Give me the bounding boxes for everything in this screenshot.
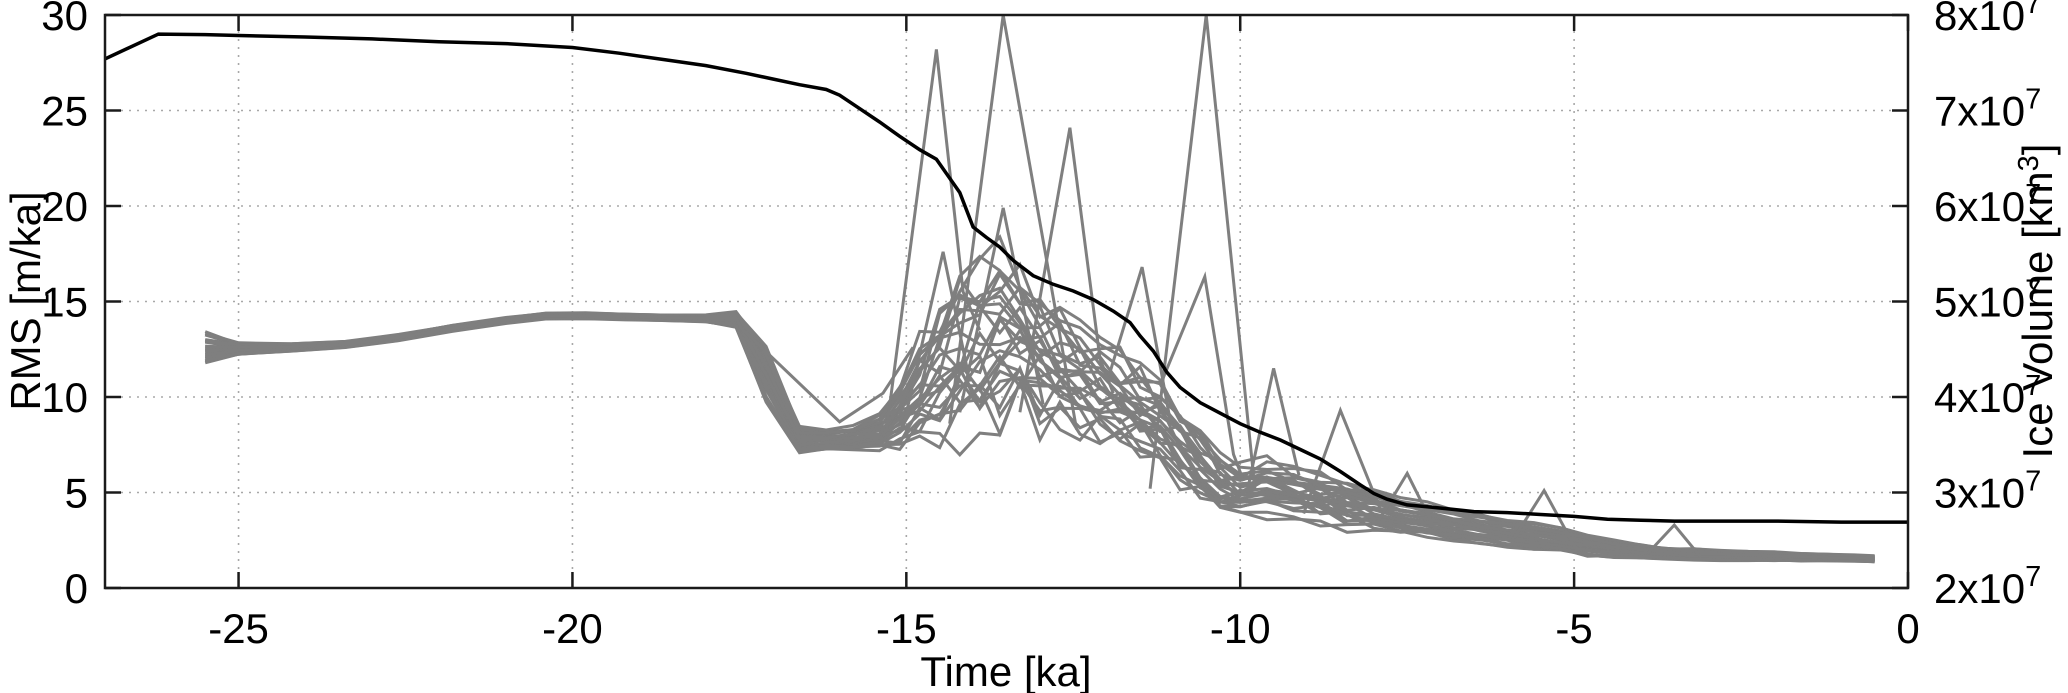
ensemble-outlier-line (1302, 406, 1382, 515)
ensemble-outlier-line (1158, 271, 1246, 482)
ensemble-outlier-line (901, 251, 972, 428)
ensemble-outlier-line (1018, 127, 1115, 413)
left-y-axis-title: RMS [m/ka] (2, 191, 49, 410)
y-right-tick-label: 2x107 (1934, 561, 2041, 612)
gridlines (105, 15, 1908, 588)
x-tick-label: 0 (1896, 605, 1919, 652)
y-left-tick-label: 20 (41, 183, 88, 230)
y-right-tick-label: 8x107 (1934, 0, 2041, 39)
y-left-tick-label: 0 (65, 565, 88, 612)
x-tick-label: -15 (876, 605, 937, 652)
ensemble-outlier-line (1108, 266, 1172, 421)
ensemble-line (205, 294, 1875, 560)
ensemble-outlier-line (1646, 522, 1703, 559)
x-tick-label: -5 (1555, 605, 1592, 652)
ensemble-outlier-line (958, 207, 1045, 413)
y-right-tick-label: 4x107 (1934, 370, 2041, 421)
ice-volume-line (105, 32, 1908, 524)
x-tick-label: -10 (1210, 605, 1271, 652)
ensemble-outlier-line (1375, 470, 1436, 528)
right-y-axis-title: Ice Volume [km3] (2013, 144, 2061, 459)
y-left-tick-label: 5 (65, 470, 88, 517)
data-lines (105, 14, 1908, 564)
x-axis-title: Time [ka] (920, 648, 1091, 693)
y-right-tick-label: 6x107 (1934, 179, 2041, 230)
y-right-tick-label: 7x107 (1934, 84, 2041, 135)
x-tick-label: -20 (542, 605, 603, 652)
y-right-tick-label: 3x107 (1934, 466, 2041, 517)
ensemble-line (204, 316, 1875, 563)
ensemble-outlier-line (1245, 368, 1301, 493)
y-left-tick-label: 25 (41, 88, 88, 135)
y-left-tick-label: 15 (41, 279, 88, 326)
plot-frame (103, 13, 1910, 590)
ensemble-outlier-line (738, 325, 915, 424)
y-right-tick-label: 5x107 (1934, 275, 2041, 326)
y-left-tick-label: 30 (41, 0, 88, 39)
ensemble-outlier-line (1512, 487, 1579, 553)
y-left-tick-label: 10 (41, 374, 88, 421)
ensemble-outlier-line (884, 49, 982, 432)
plot-border (103, 13, 1910, 590)
x-tick-label: -25 (208, 605, 269, 652)
ensemble-line (204, 234, 1875, 558)
